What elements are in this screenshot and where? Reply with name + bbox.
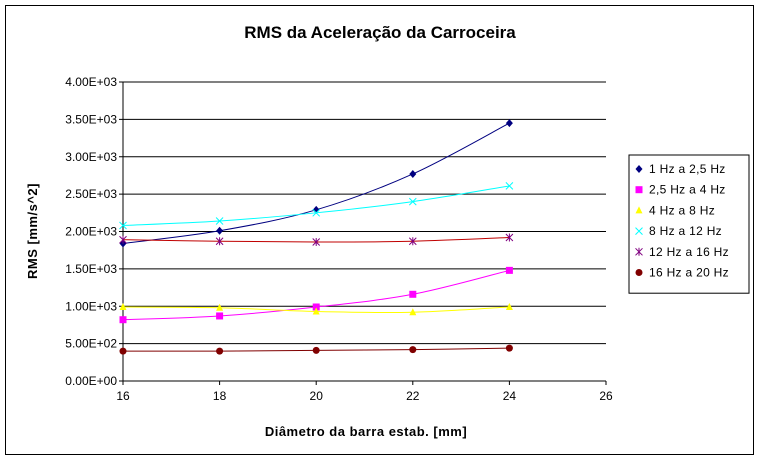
series-3 <box>119 302 513 316</box>
data-point <box>119 302 127 310</box>
y-axis-title: RMS [mm/s^2] <box>25 183 40 279</box>
data-point <box>119 347 127 355</box>
y-tick-label: 2.50E+03 <box>65 187 117 201</box>
data-point <box>505 119 513 128</box>
y-tick-label: 5.00E+02 <box>65 337 117 351</box>
data-point <box>119 221 127 230</box>
data-point <box>215 237 224 246</box>
data-point <box>312 346 320 354</box>
x-tick-label: 18 <box>213 389 227 403</box>
data-point <box>216 226 224 235</box>
series-5 <box>119 233 514 246</box>
legend-label: 2,5 Hz a 4 Hz <box>649 183 726 197</box>
legend-marker <box>635 165 643 173</box>
data-point <box>312 208 321 217</box>
series-4 <box>119 182 514 230</box>
series-2 <box>119 266 513 324</box>
data-point <box>312 307 320 315</box>
legend-item: 1 Hz a 2,5 Hz <box>635 162 726 176</box>
data-point <box>216 347 224 355</box>
legend-item: 16 Hz a 20 Hz <box>635 266 729 280</box>
y-tick-label: 1.50E+03 <box>65 262 117 276</box>
series-line <box>122 185 510 227</box>
legend: 1 Hz a 2,5 Hz 2,5 Hz a 4 Hz 4 Hz a 8 Hz 8 H… <box>628 154 750 294</box>
legend-label: 4 Hz a 8 Hz <box>649 203 715 217</box>
legend-marker <box>635 227 643 235</box>
data-point <box>409 346 417 354</box>
data-point <box>215 217 224 225</box>
chart-title: RMS da Aceleração da Carroceira <box>244 23 516 42</box>
data-point <box>505 182 514 190</box>
legend-item: 12 Hz a 16 Hz <box>635 245 729 259</box>
y-tick-label: 4.00E+03 <box>65 75 117 89</box>
data-point <box>409 290 417 298</box>
series-layer <box>119 119 514 355</box>
data-point <box>312 303 320 311</box>
y-tick-label: 1.00E+03 <box>65 299 117 313</box>
x-tick-label: 22 <box>406 389 420 403</box>
y-tick-label: 3.50E+03 <box>65 112 117 126</box>
y-tick-label: 2.00E+03 <box>65 225 117 239</box>
data-point <box>408 237 417 246</box>
series-6 <box>119 344 513 355</box>
x-axis-title: Diâmetro da barra estab. [mm] <box>265 424 467 439</box>
data-point <box>119 235 127 244</box>
data-point <box>408 197 417 206</box>
data-point <box>409 308 417 316</box>
legend-label: 16 Hz a 20 Hz <box>649 266 729 280</box>
legend-item: 4 Hz a 8 Hz <box>635 203 715 217</box>
data-point <box>505 344 513 352</box>
series-1 <box>119 119 513 248</box>
series-line <box>122 122 510 244</box>
data-point <box>216 312 224 320</box>
data-point <box>505 233 514 242</box>
data-point <box>216 303 224 311</box>
legend-label: 12 Hz a 16 Hz <box>649 245 729 259</box>
legend-label: 1 Hz a 2,5 Hz <box>649 162 726 176</box>
y-tick-label: 0.00E+00 <box>65 374 117 388</box>
data-point <box>119 316 127 324</box>
y-tick-label: 3.00E+03 <box>65 150 117 164</box>
data-point <box>312 205 320 214</box>
data-point <box>409 169 417 178</box>
legend-label: 8 Hz a 12 Hz <box>649 224 722 238</box>
data-point <box>505 266 513 274</box>
data-point <box>505 302 513 310</box>
x-tick-label: 16 <box>116 389 130 403</box>
x-tick-label: 20 <box>310 389 324 403</box>
legend-marker <box>635 206 643 214</box>
x-tick-label: 24 <box>503 389 517 403</box>
legend-box <box>628 154 750 294</box>
plot-area: 0.00E+00 5.00E+02 1.00E+03 1.50E+03 2.00E+03… <box>65 75 613 403</box>
legend-marker <box>635 186 643 194</box>
legend-item: 2,5 Hz a 4 Hz <box>635 183 726 197</box>
legend-marker <box>635 269 643 276</box>
legend-item: 8 Hz a 12 Hz <box>635 224 722 238</box>
legend-marker <box>635 247 643 256</box>
data-point <box>312 237 321 246</box>
x-tick-label: 26 <box>599 389 613 403</box>
